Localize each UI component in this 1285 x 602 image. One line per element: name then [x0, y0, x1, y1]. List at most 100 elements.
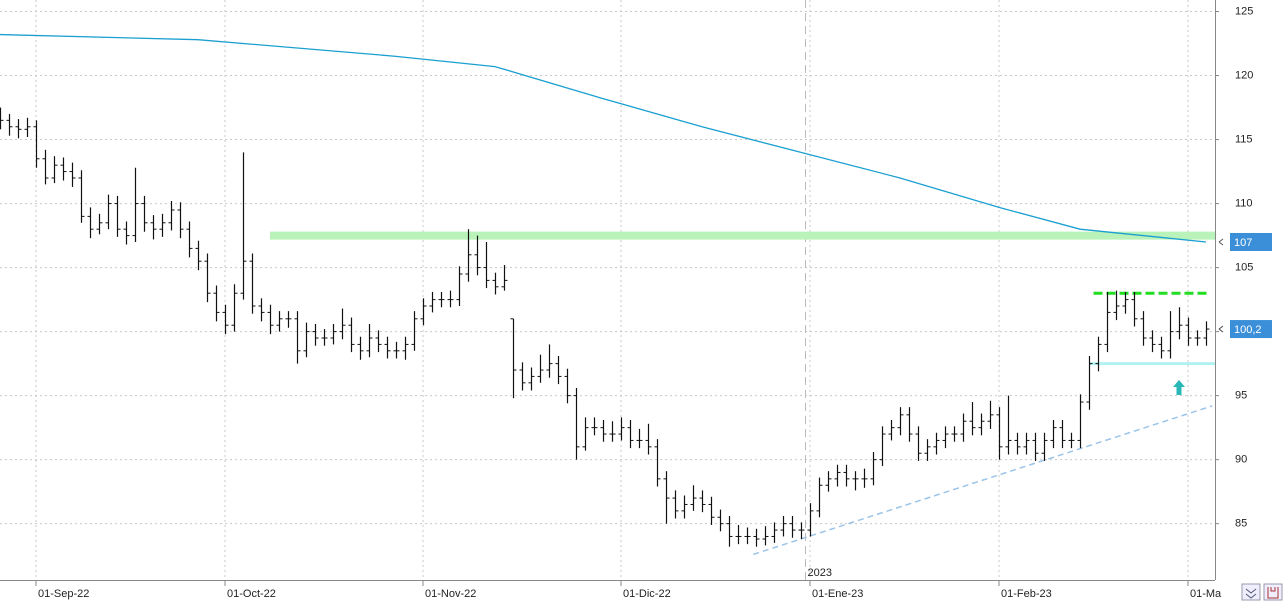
price-pointer: [1218, 325, 1224, 333]
ohlc-bar: [1041, 432, 1048, 461]
ohlc-bar: [861, 468, 868, 488]
x-tick-label: 01-Nov-22: [425, 588, 476, 600]
x-tick-label: 01-Oct-22: [227, 588, 276, 600]
ohlc-bar: [996, 407, 1003, 460]
ohlc-bar: [1149, 330, 1156, 353]
ohlc-bar: [1095, 336, 1102, 372]
ohlc-bar: [825, 471, 832, 492]
y-tick-label: 85: [1235, 518, 1247, 530]
ohlc-bar: [1131, 291, 1138, 327]
y-tick-label: 125: [1235, 5, 1253, 17]
ohlc-bar: [348, 317, 355, 353]
ohlc-bar: [870, 451, 877, 486]
ohlc-bar: [429, 291, 436, 313]
ohlc-bar: [339, 308, 346, 340]
ohlc-bar: [465, 229, 472, 282]
ohlc-bar: [51, 156, 58, 184]
zoom-button[interactable]: [1241, 583, 1261, 601]
ohlc-bar: [159, 213, 166, 237]
ohlc-bar: [933, 432, 940, 455]
ohlc-bar: [186, 221, 193, 258]
ohlc-bar: [492, 272, 499, 295]
zoom-icon: [1245, 588, 1257, 599]
ohlc-bar: [195, 240, 202, 271]
ohlc-bar: [60, 157, 67, 181]
ohlc-bar: [1122, 291, 1129, 314]
grid: [0, 0, 1215, 580]
ohlc-bar: [798, 522, 805, 540]
y-tick-label: 90: [1235, 454, 1247, 466]
ohlc-bar: [591, 417, 598, 436]
ohlc-bar: [456, 266, 463, 307]
ohlc-bar: [1158, 336, 1165, 359]
ohlc-bar: [1068, 432, 1075, 449]
ohlc-bar: [771, 522, 778, 543]
ohlc-bar: [1032, 432, 1039, 461]
ohlc-bar: [213, 285, 220, 322]
ohlc-bar: [1140, 311, 1147, 346]
ohlc-bar: [114, 195, 121, 237]
ohlc-bar: [1176, 307, 1183, 340]
ohlc-bar: [645, 423, 652, 455]
ohlc-bar: [888, 419, 895, 441]
ohlc-bar: [1194, 330, 1201, 346]
ohlc-bar: [546, 344, 553, 378]
ohlc-bar: [501, 265, 508, 291]
ohlc-bar: [78, 170, 85, 223]
ohlc-bar: [636, 428, 643, 449]
ohlc-bar: [717, 509, 724, 532]
ohlc-bar: [0, 107, 4, 130]
price-label-box: [1230, 320, 1272, 339]
ohlc-bar: [978, 413, 985, 436]
ohlc-bar: [915, 426, 922, 461]
ohlc-bar: [105, 194, 112, 230]
ohlc-bar: [951, 426, 958, 442]
toolbar: [1241, 583, 1283, 601]
price-label-box: [1230, 232, 1272, 251]
ohlc-bar: [528, 367, 535, 391]
save-icon: [1267, 587, 1279, 599]
ohlc-bar: [537, 354, 544, 383]
ohlc-bar: [1050, 419, 1057, 449]
ohlc-bar: [267, 304, 274, 335]
ohlc-bar: [168, 201, 175, 231]
ohlc-bar: [699, 490, 706, 513]
ohlc-bars: [0, 107, 1210, 547]
ohlc-bar: [627, 419, 634, 449]
ohlc-bar: [924, 439, 931, 461]
ohlc-bar: [87, 207, 94, 239]
moving-average: [0, 33, 1207, 243]
ohlc-bar: [123, 221, 130, 245]
ohlc-bar: [231, 284, 238, 332]
ohlc-bar: [690, 485, 697, 511]
ohlc-bar: [816, 477, 823, 518]
ohlc-bar: [204, 253, 211, 303]
ohlc-bar: [96, 213, 103, 235]
price-pointer: [1218, 238, 1224, 246]
ohlc-bar: [609, 421, 616, 442]
ohlc-bar: [681, 495, 688, 519]
ohlc-bar: [582, 417, 589, 451]
x-tick-label: 01-Feb-23: [1001, 588, 1052, 600]
ohlc-bar: [276, 311, 283, 332]
ohlc-bar: [1185, 317, 1192, 346]
ohlc-bar: [177, 202, 184, 239]
ohlc-bar: [6, 113, 13, 136]
ohlc-bar: [240, 152, 247, 300]
ohlc-bar: [672, 490, 679, 519]
year-label: 2023: [808, 567, 832, 579]
ohlc-bar: [1104, 291, 1111, 353]
y-tick-label: 105: [1235, 262, 1253, 274]
ohlc-bar: [708, 496, 715, 525]
ohlc-bar: [897, 407, 904, 436]
ohlc-bar: [384, 336, 391, 359]
ohlc-bar: [663, 471, 670, 524]
y-tick-label: 110: [1235, 197, 1253, 209]
ohlc-bar: [411, 311, 418, 351]
ohlc-bar: [294, 311, 301, 364]
ohlc-bar: [474, 235, 481, 276]
ohlc-bar: [303, 322, 310, 358]
ohlc-bar: [807, 503, 814, 537]
